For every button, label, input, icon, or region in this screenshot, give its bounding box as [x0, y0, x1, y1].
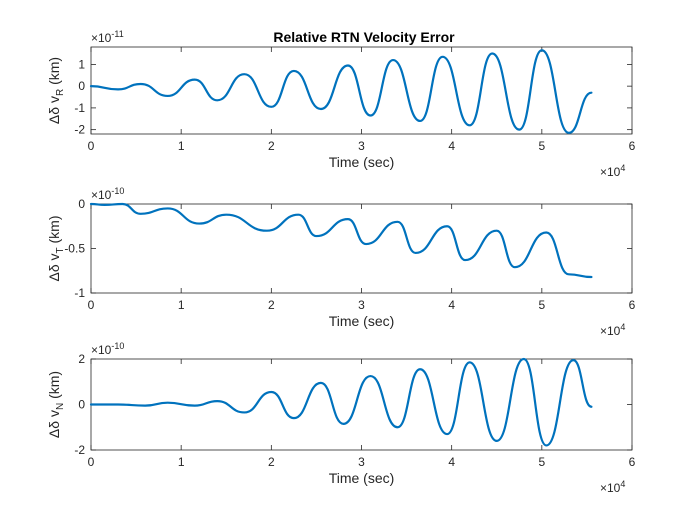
y-axis-label: Δδ vT (km) — [46, 215, 66, 281]
y-tick-label: 2 — [78, 352, 85, 366]
y-tick-label: -2 — [74, 443, 85, 457]
y-tick-label: 0 — [78, 398, 85, 412]
x-exponent: ×104 — [600, 322, 625, 338]
x-tick-label: 2 — [268, 455, 275, 469]
x-tick-label: 6 — [629, 455, 636, 469]
x-axis-label: Time (sec) — [329, 470, 395, 486]
x-exponent: ×104 — [600, 163, 625, 179]
series-line-1 — [89, 49, 593, 135]
y-exponent: ×10-10 — [91, 186, 124, 202]
x-tick-label: 2 — [268, 139, 275, 153]
x-tick-label: 2 — [268, 298, 275, 312]
y-tick-label: 0 — [78, 79, 85, 93]
y-tick-label: 1 — [78, 57, 85, 71]
y-axis-label: Δδ vR (km) — [46, 57, 66, 124]
y-exponent: ×10-11 — [91, 29, 124, 45]
y-tick-label: -1 — [74, 101, 85, 115]
x-exponent: ×104 — [600, 479, 625, 495]
axes-box — [90, 46, 633, 135]
x-tick-label: 0 — [88, 139, 95, 153]
chart-title: Relative RTN Velocity Error — [273, 29, 455, 45]
x-tick-label: 1 — [178, 298, 185, 312]
x-axis-label: Time (sec) — [329, 154, 395, 170]
y-tick-label: -0.5 — [64, 242, 85, 256]
x-tick-label: 4 — [448, 455, 455, 469]
x-tick-label: 5 — [538, 298, 545, 312]
x-tick-label: 4 — [448, 139, 455, 153]
y-tick-label: 0 — [78, 197, 85, 211]
x-tick-label: 6 — [629, 298, 636, 312]
x-tick-label: 5 — [538, 139, 545, 153]
series-line-1 — [89, 202, 593, 279]
x-tick-label: 6 — [629, 139, 636, 153]
y-tick-label: -2 — [74, 123, 85, 137]
y-axis-label: Δδ vN (km) — [46, 371, 66, 438]
y-tick-label: -1 — [74, 286, 85, 300]
axes-box — [90, 203, 633, 294]
x-tick-label: 3 — [358, 139, 365, 153]
axes-box — [90, 358, 633, 451]
x-tick-label: 4 — [448, 298, 455, 312]
x-tick-label: 3 — [358, 298, 365, 312]
x-tick-label: 3 — [358, 455, 365, 469]
panel-1: 0 1 2 3 4 5 6 -2 -1 0 1 ×10-11 ×104 Time (sec) Δδ vR (… — [46, 29, 636, 179]
x-tick-label: 0 — [88, 298, 95, 312]
x-tick-label: 1 — [178, 455, 185, 469]
x-tick-label: 0 — [88, 455, 95, 469]
x-tick-label: 5 — [538, 455, 545, 469]
x-axis-label: Time (sec) — [329, 313, 395, 329]
x-tick-label: 1 — [178, 139, 185, 153]
series-line-1 — [89, 357, 593, 447]
y-exponent: ×10-10 — [91, 341, 124, 357]
panel-2: 0 1 2 3 4 5 6 -1 -0.5 0 ×10-10 ×104 Time (sec) Δδ vT … — [46, 186, 636, 338]
